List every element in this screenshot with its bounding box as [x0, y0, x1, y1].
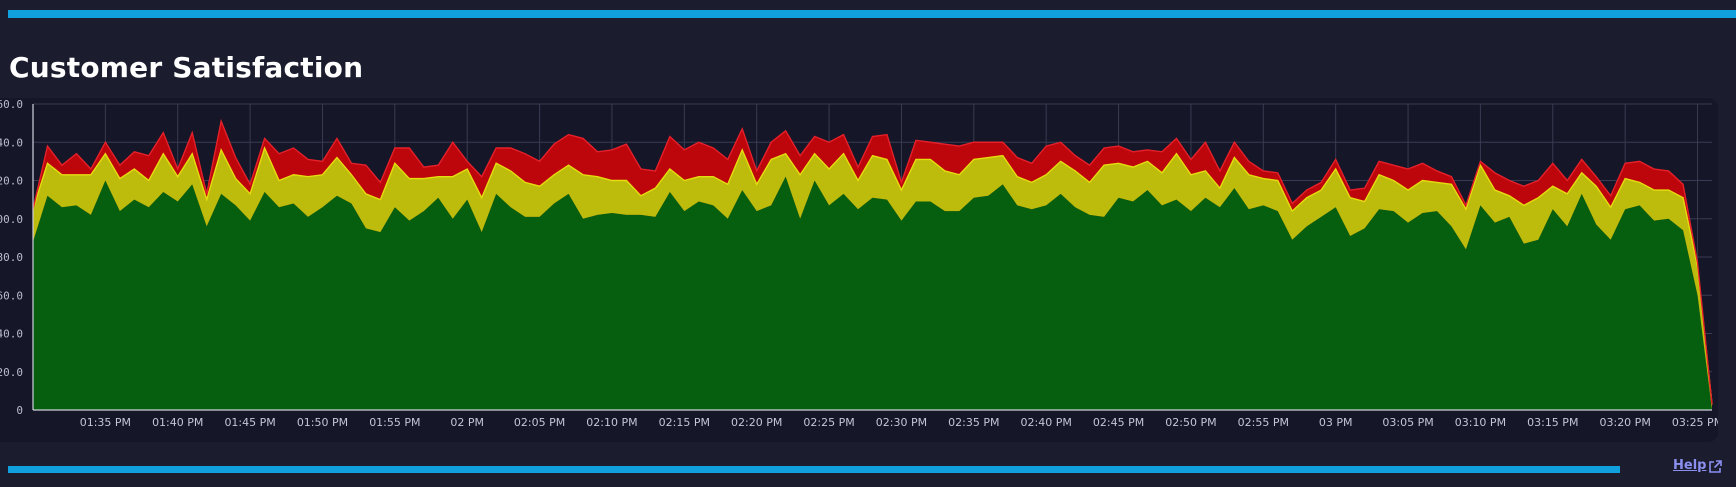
x-tick-label: 02:20 PM	[731, 416, 782, 429]
x-tick-label: 03:05 PM	[1382, 416, 1433, 429]
x-tick-label: 01:50 PM	[297, 416, 348, 429]
x-tick-label: 01:40 PM	[152, 416, 203, 429]
x-tick-label: 02 PM	[450, 416, 484, 429]
x-tick-label: 02:05 PM	[514, 416, 565, 429]
page-title: Customer Satisfaction	[9, 51, 364, 84]
y-tick-label: 160.0	[0, 98, 23, 111]
x-tick-label: 02:25 PM	[803, 416, 854, 429]
y-tick-label: 100.0	[0, 213, 23, 226]
chart-axes	[32, 104, 1712, 411]
x-tick-label: 02:45 PM	[1093, 416, 1144, 429]
tolerating-area-line	[32, 146, 1713, 405]
x-tick-label: 01:45 PM	[224, 416, 275, 429]
x-tick-label: 03 PM	[1319, 416, 1353, 429]
x-tick-label: 03:10 PM	[1455, 416, 1506, 429]
top-accent-bar	[8, 10, 1736, 18]
y-tick-label: 20.0	[0, 366, 23, 379]
x-tick-label: 02:30 PM	[876, 416, 927, 429]
area-chart: 160.0 140.0 120.0 100.0 80.0 60.0 40.0 20.0 0 01:…	[0, 98, 1718, 429]
y-tick-label: 120.0	[0, 175, 23, 188]
x-tick-label: 02:15 PM	[659, 416, 710, 429]
x-tick-label: 03:15 PM	[1527, 416, 1578, 429]
x-tick-label: 02:35 PM	[948, 416, 999, 429]
tolerating-area	[33, 147, 1712, 411]
x-tick-label: 02:55 PM	[1238, 416, 1289, 429]
x-tick-label: 01:55 PM	[369, 416, 420, 429]
y-tick-label: 140.0	[0, 136, 23, 149]
chart-lines	[32, 118, 1713, 405]
external-link-icon[interactable]	[1708, 460, 1722, 474]
y-tick-label: 0	[16, 404, 23, 417]
y-tick-label: 40.0	[0, 328, 23, 341]
y-tick-label: 80.0	[0, 251, 23, 264]
x-tick-label: 02:40 PM	[1021, 416, 1072, 429]
chart-labels: 160.0 140.0 120.0 100.0 80.0 60.0 40.0 20.0 0 01:…	[0, 98, 1718, 429]
bottom-accent-bar	[8, 466, 1620, 473]
x-tick-label: 02:50 PM	[1165, 416, 1216, 429]
x-tick-label: 03:25 PM	[1672, 416, 1718, 429]
frustrated-area-line	[32, 118, 1713, 405]
x-tick-label: 01:35 PM	[80, 416, 131, 429]
chart-areas	[33, 121, 1712, 411]
satisfied-area	[33, 176, 1712, 410]
x-tick-label: 03:20 PM	[1599, 416, 1650, 429]
help-link[interactable]: Help	[1673, 458, 1707, 473]
x-tick-label: 02:10 PM	[586, 416, 637, 429]
y-tick-label: 60.0	[0, 289, 23, 302]
